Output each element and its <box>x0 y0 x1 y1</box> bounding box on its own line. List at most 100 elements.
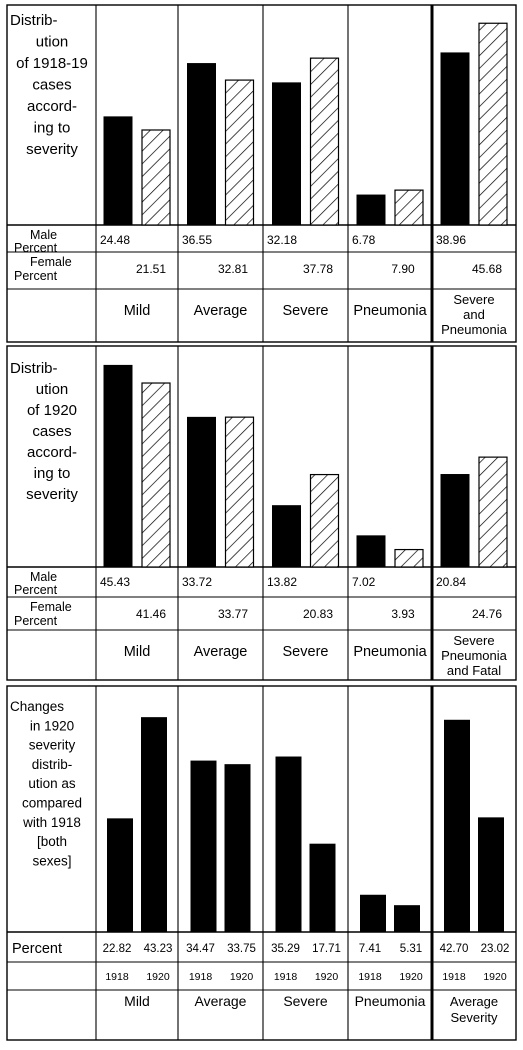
bar-female <box>478 22 508 226</box>
male-percent-label: 38.96 <box>436 233 466 247</box>
bar-male <box>103 116 133 226</box>
bar-1920 <box>309 843 336 933</box>
chart-title-line: accord- <box>27 98 77 115</box>
category-label: Severe <box>453 292 494 307</box>
category-label: Average <box>450 994 498 1009</box>
chart-title-line: ution <box>36 381 69 398</box>
panel-frame <box>6 4 517 343</box>
chart-title-line: compared <box>22 796 82 811</box>
female-percent-label: 7.90 <box>391 262 415 276</box>
chart-title-line: of 1920 <box>27 402 77 419</box>
year-label-1918: 1918 <box>442 971 466 983</box>
row-label-female: Percent <box>14 269 58 283</box>
category-label: Pneumonia <box>353 644 427 660</box>
male-percent-label: 24.48 <box>100 233 130 247</box>
category-label: Pneumonia <box>353 303 427 319</box>
category-label: Mild <box>124 303 151 319</box>
bar-female <box>224 416 255 568</box>
value-1918-label: 7.41 <box>359 943 381 955</box>
year-label-1920: 1920 <box>230 971 254 983</box>
chart-title-line: accord- <box>27 444 77 461</box>
bar-male <box>440 52 470 226</box>
female-percent-label: 21.51 <box>136 262 166 276</box>
male-percent-label: 7.02 <box>352 575 376 589</box>
chart-title-line: ution <box>36 34 69 51</box>
female-percent-label: 24.76 <box>472 607 502 621</box>
value-1920-label: 33.75 <box>227 943 256 955</box>
chart-title-line: Distrib- <box>10 360 58 377</box>
bar-male <box>356 194 386 226</box>
chart-title-line: cases <box>32 77 71 94</box>
chart-title-line: distrib- <box>32 757 73 772</box>
bar-1920 <box>394 905 420 933</box>
year-label-1920: 1920 <box>483 971 507 983</box>
category-label: Mild <box>124 644 151 660</box>
bar-male <box>187 416 216 568</box>
bar-female <box>394 189 424 226</box>
chart-title-line: cases <box>32 423 71 440</box>
bar-female <box>478 456 508 568</box>
bar-1918 <box>275 756 302 933</box>
category-label: Severity <box>451 1010 498 1025</box>
female-percent-label: 41.46 <box>136 607 166 621</box>
chart-title-line: ution as <box>28 776 76 791</box>
bar-1918 <box>190 760 217 933</box>
row-label-male: Male <box>30 570 57 584</box>
category-label: Severe <box>453 633 494 648</box>
year-label-1918: 1918 <box>189 971 213 983</box>
male-percent-label: 20.84 <box>436 575 466 589</box>
bar-1920 <box>478 817 504 933</box>
male-percent-label: 32.18 <box>267 233 297 247</box>
male-percent-label: 45.43 <box>100 575 130 589</box>
value-1920-label: 23.02 <box>481 943 510 955</box>
category-label: Severe <box>283 993 328 1009</box>
chart-title-line: Changes <box>10 699 64 714</box>
bar-male <box>187 63 216 226</box>
value-1918-label: 42.70 <box>440 943 469 955</box>
row-label-female: Percent <box>14 614 58 628</box>
chart-title-line: ing to <box>34 120 71 137</box>
bar-female <box>224 79 255 226</box>
panel-frame <box>6 345 517 681</box>
category-label: Average <box>194 303 248 319</box>
bar-male <box>272 505 301 568</box>
year-label-1920: 1920 <box>399 971 423 983</box>
category-label: and <box>463 307 485 322</box>
chart-title-line: sexes] <box>32 853 71 868</box>
panel-frame <box>6 685 517 1041</box>
chart-title-line: Distrib- <box>10 12 58 29</box>
value-1918-label: 35.29 <box>271 943 300 955</box>
row-label-male: Percent <box>14 241 58 255</box>
female-percent-label: 32.81 <box>218 262 248 276</box>
male-percent-label: 13.82 <box>267 575 297 589</box>
female-percent-label: 33.77 <box>218 607 248 621</box>
value-1920-label: 43.23 <box>144 943 173 955</box>
chart-title-line: [both <box>37 834 67 849</box>
value-1918-label: 22.82 <box>103 943 132 955</box>
row-label-female: Female <box>30 600 72 614</box>
year-label-1920: 1920 <box>315 971 339 983</box>
bar-female <box>394 548 424 568</box>
value-1918-label: 34.47 <box>186 943 215 955</box>
row-label-percent: Percent <box>12 941 62 957</box>
category-label: Pneumonia <box>441 648 508 663</box>
male-percent-label: 6.78 <box>352 233 376 247</box>
chart-title-line: severity <box>29 738 76 753</box>
category-label: and Fatal <box>447 663 501 678</box>
year-label-1920: 1920 <box>146 971 170 983</box>
row-label-female: Female <box>30 255 72 269</box>
category-label: Severe <box>283 303 329 319</box>
female-percent-label: 3.93 <box>391 607 415 621</box>
value-1920-label: 17.71 <box>312 943 341 955</box>
bar-1918 <box>444 719 470 933</box>
bar-1920 <box>224 764 251 933</box>
year-label-1918: 1918 <box>105 971 129 983</box>
male-percent-label: 33.72 <box>182 575 212 589</box>
bar-male <box>356 535 386 568</box>
chart-title-line: with 1918 <box>22 815 81 830</box>
category-label: Pneumonia <box>355 993 426 1009</box>
year-label-1918: 1918 <box>274 971 298 983</box>
year-label-1918: 1918 <box>358 971 382 983</box>
category-label: Pneumonia <box>441 322 508 337</box>
